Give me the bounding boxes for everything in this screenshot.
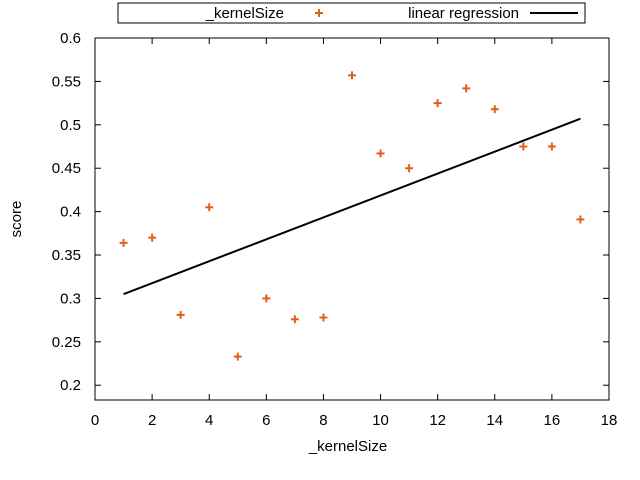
y-tick-label: 0.2 — [60, 377, 81, 394]
regression-line — [123, 117, 581, 296]
x-tick-label: 12 — [429, 412, 446, 429]
data-point — [433, 99, 442, 108]
y-tick-label: 0.5 — [60, 117, 81, 134]
x-tick-label: 14 — [486, 412, 503, 429]
x-tick-label: 8 — [319, 412, 327, 429]
data-point — [576, 215, 585, 224]
y-tick-label: 0.25 — [52, 334, 81, 351]
y-tick-label: 0.3 — [60, 290, 81, 307]
x-axis-title: _kernelSize — [308, 438, 387, 455]
x-tick-label: 6 — [262, 412, 270, 429]
legend-plus-marker — [315, 9, 323, 17]
y-axis-title: score — [8, 201, 25, 238]
x-tick-label: 4 — [205, 412, 213, 429]
data-point — [290, 315, 299, 324]
data-point — [376, 149, 385, 158]
y-tick-label: 0.35 — [52, 247, 81, 264]
data-point — [405, 164, 414, 173]
axis-ticks — [94, 37, 610, 400]
legend-label-linear-regression: linear regression — [408, 5, 519, 22]
tick-labels: 0 2 4 6 8 10 12 14 16 18 0.2 0.25 0.3 0.35 0.4 0.45 0.5 0… — [52, 30, 618, 429]
y-tick-label: 0.45 — [52, 160, 81, 177]
x-tick-label: 18 — [601, 412, 618, 429]
x-tick-label: 16 — [544, 412, 561, 429]
legend-label-kernelsize: _kernelSize — [205, 5, 284, 22]
data-point — [205, 203, 214, 212]
plot-frame — [94, 37, 610, 401]
legend: _kernelSize linear regression — [117, 2, 586, 24]
x-tick-label: 2 — [148, 412, 156, 429]
data-point — [176, 310, 185, 319]
x-tick-label: 10 — [372, 412, 389, 429]
data-point — [119, 238, 128, 247]
y-tick-label: 0.6 — [60, 30, 81, 47]
data-point — [262, 294, 271, 303]
legend-marker-kernelsize — [315, 9, 323, 17]
data-point — [148, 233, 157, 242]
data-point — [462, 84, 471, 93]
x-tick-label: 0 — [91, 412, 99, 429]
data-series — [119, 71, 585, 361]
data-point — [319, 313, 328, 322]
y-tick-label: 0.55 — [52, 73, 81, 90]
data-point — [233, 352, 242, 361]
data-point — [519, 142, 528, 151]
data-point — [490, 105, 499, 114]
y-tick-label: 0.4 — [60, 204, 81, 221]
legend-box — [117, 2, 586, 24]
data-point — [348, 71, 356, 80]
data-point — [547, 142, 556, 151]
